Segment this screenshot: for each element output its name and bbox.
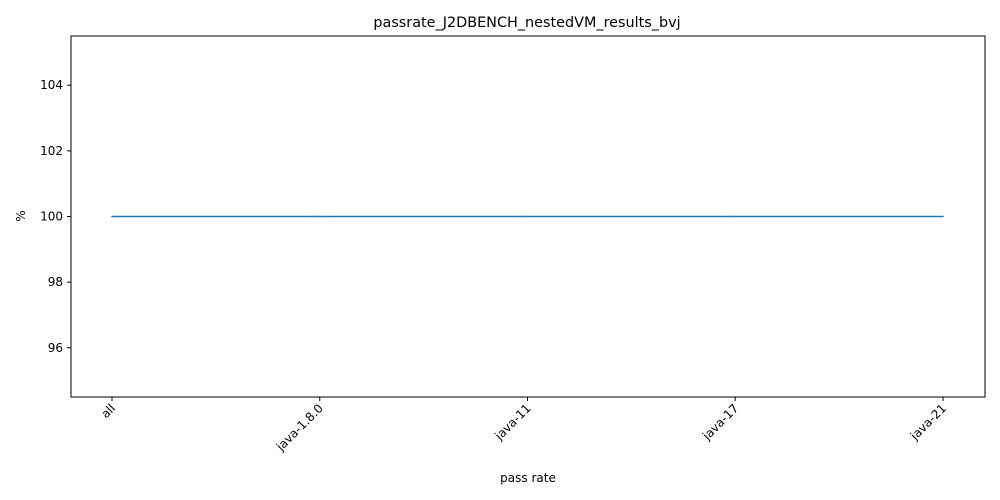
y-tick-label: 96 <box>48 341 63 355</box>
y-tick-label: 104 <box>40 78 63 92</box>
x-axis-title: pass rate <box>500 471 556 485</box>
x-tick-label: java-21 <box>907 401 949 443</box>
data-point <box>942 215 944 218</box>
plot-area <box>111 215 944 218</box>
chart-title: passrate_J2DBENCH_nestedVM_results_bvj <box>373 15 680 31</box>
y-tick-label: 100 <box>40 210 63 224</box>
x-tick-label: java-17 <box>699 401 741 443</box>
x-tick-label: java-11 <box>491 401 533 443</box>
x-axis: all java-1.8.0 java-11 java-17 java-21 <box>98 397 949 454</box>
data-point <box>111 215 113 218</box>
y-tick-label: 102 <box>40 144 63 158</box>
y-axis: 96 98 100 102 104 <box>40 78 71 355</box>
data-point <box>734 215 737 218</box>
y-tick-label: 98 <box>48 275 63 289</box>
x-tick-label: all <box>98 401 118 421</box>
data-point <box>318 215 321 218</box>
x-tick-label: java-1.8.0 <box>273 401 326 454</box>
y-axis-title: % <box>14 210 28 221</box>
data-point <box>526 215 529 218</box>
